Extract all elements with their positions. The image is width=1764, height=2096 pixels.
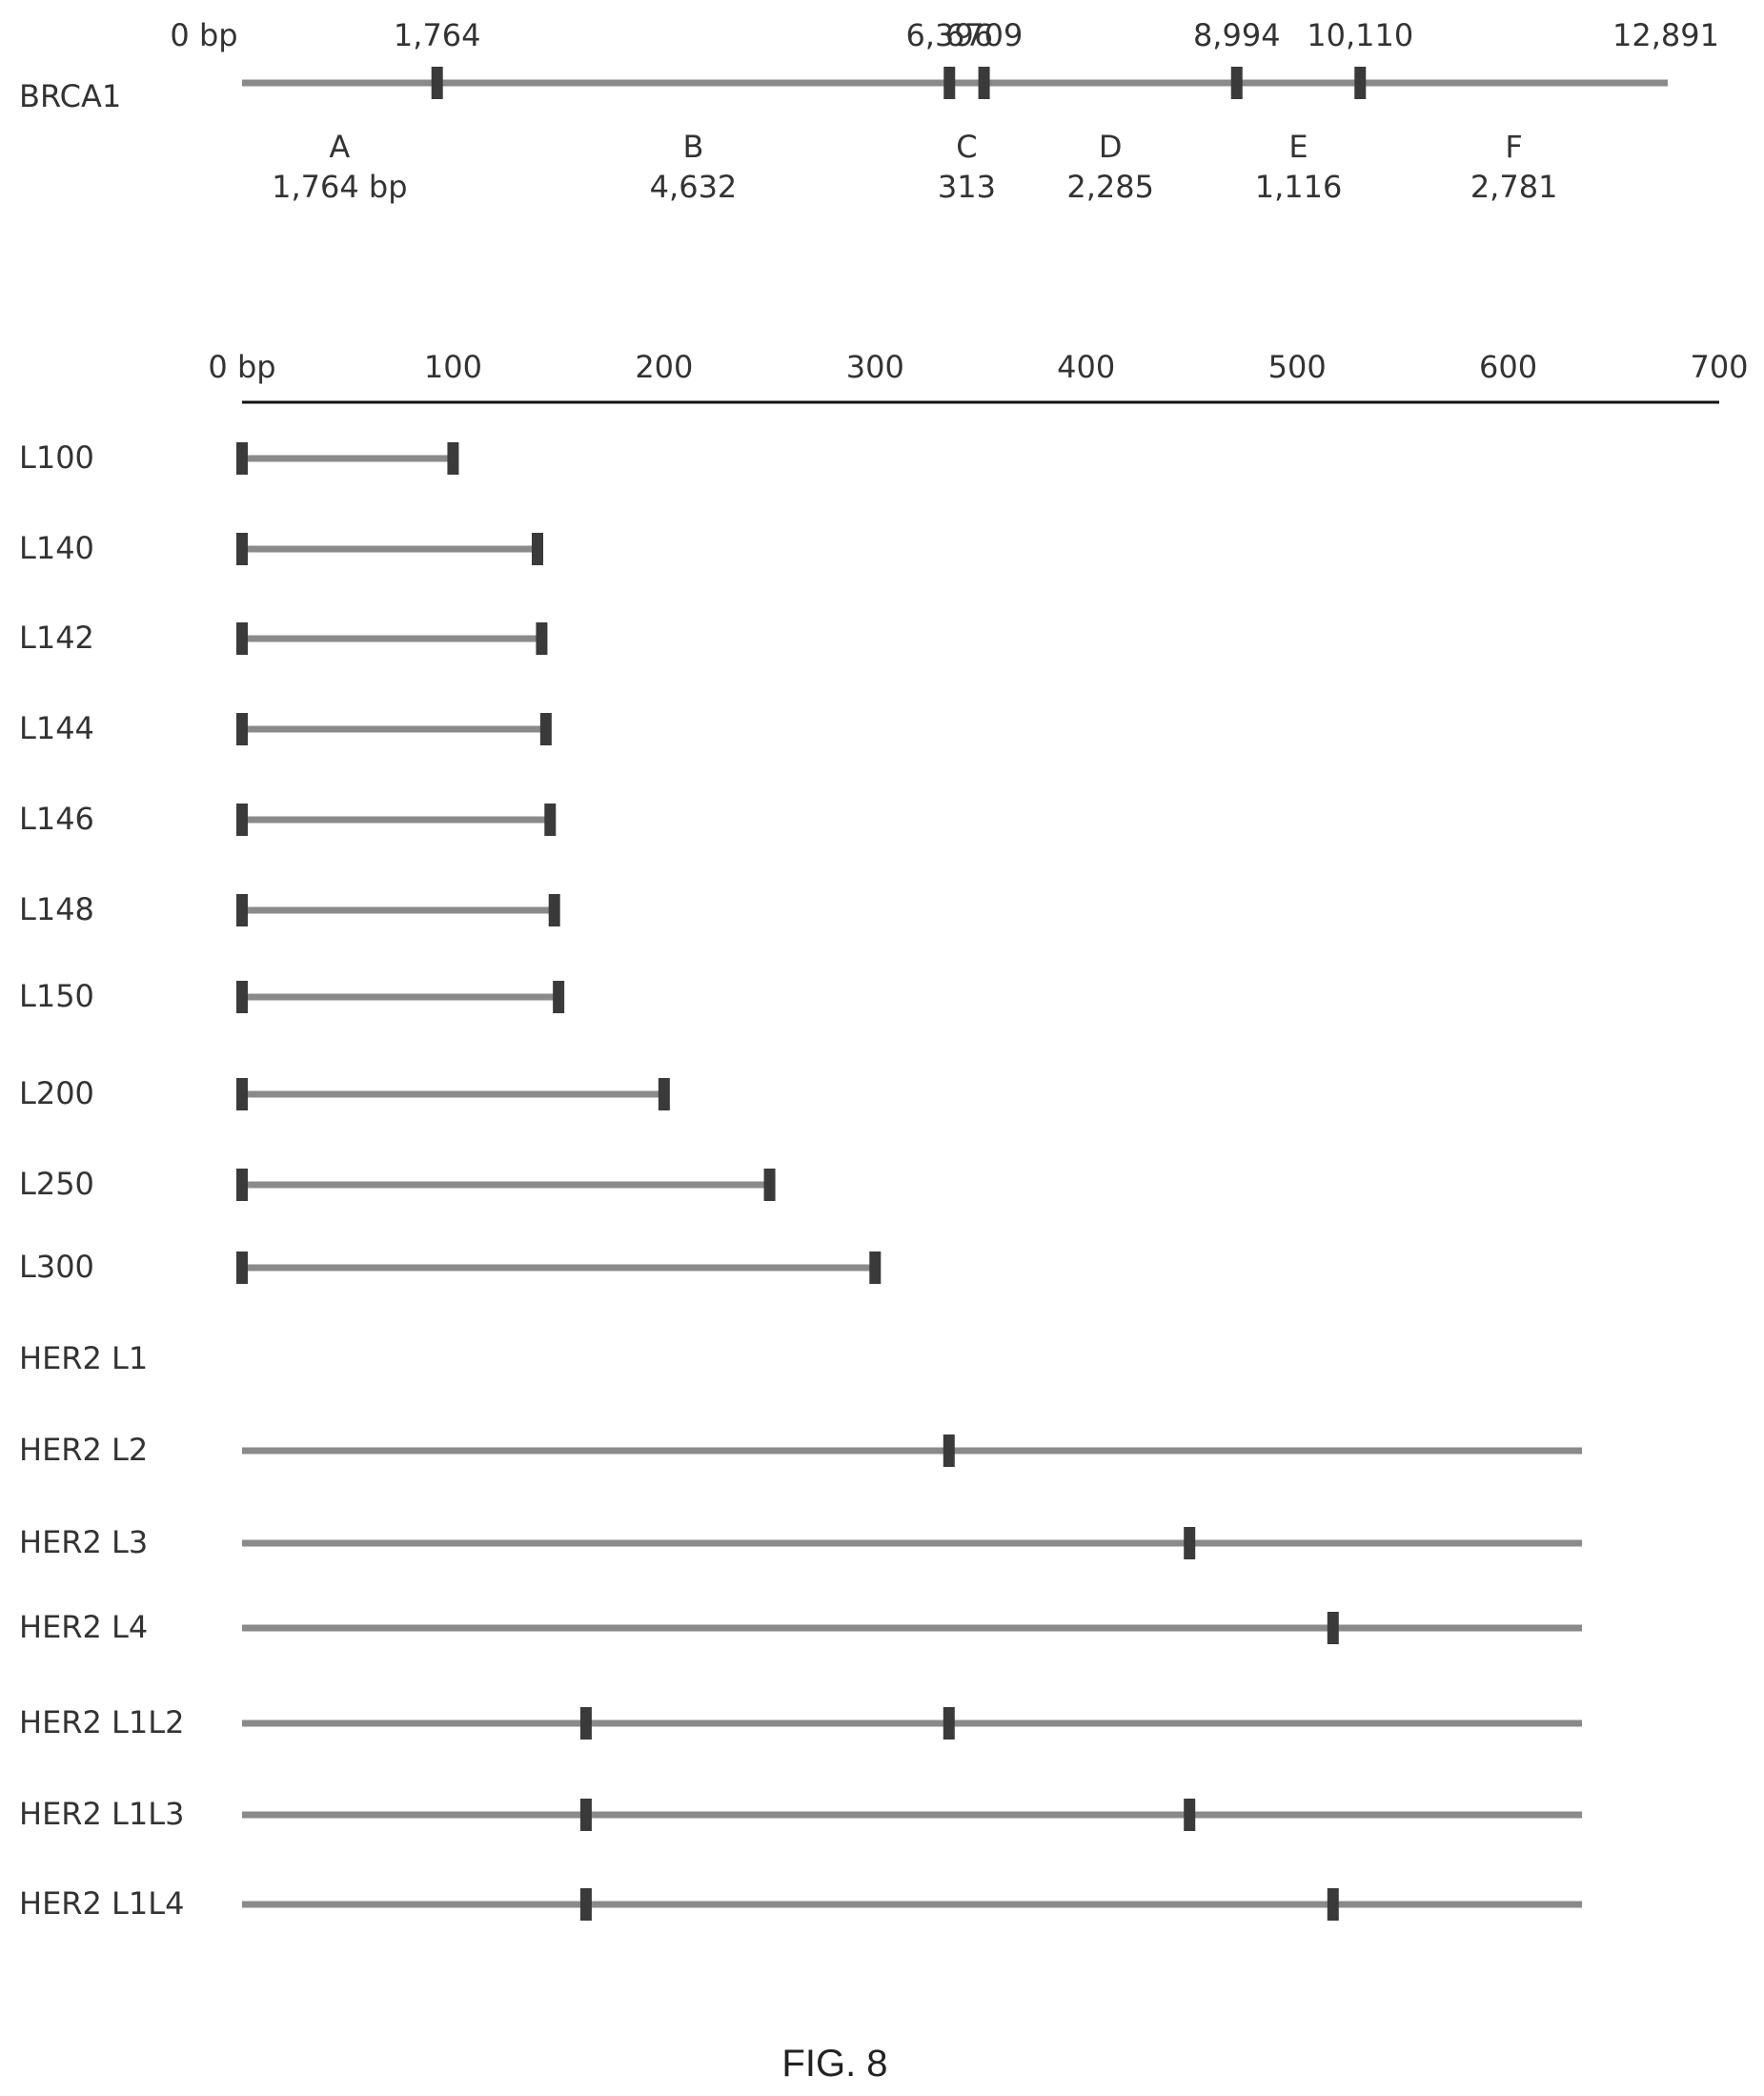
- construct-marker: [236, 804, 248, 836]
- bp-scale-axis: 0 bp 100 200 300 400 500 600 700: [208, 349, 1749, 404]
- construct-marker: [1327, 1612, 1339, 1644]
- segment-length: 1,764 bp: [272, 169, 407, 205]
- scale-tick-label: 700: [1690, 349, 1748, 385]
- construct-marker: [447, 442, 459, 475]
- construct-marker: [943, 1707, 955, 1740]
- construct-marker: [943, 1435, 955, 1467]
- brca1-tick-label: 8,994: [1193, 17, 1281, 53]
- construct-marker: [236, 533, 248, 565]
- construct-marker: [763, 1169, 776, 1201]
- construct-marker: [536, 622, 548, 655]
- construct-label: L200: [19, 1075, 94, 1111]
- brca1-marker: [1230, 67, 1243, 99]
- construct-marker: [1184, 1527, 1196, 1559]
- brca1-marker: [431, 67, 443, 99]
- construct-label: L142: [19, 620, 94, 656]
- construct-label: L100: [19, 439, 94, 476]
- construct-label: HER2 L1: [19, 1340, 148, 1376]
- construct-label: L140: [19, 530, 94, 566]
- segment-letter: C: [956, 129, 977, 165]
- segment-letter: A: [329, 129, 350, 165]
- construct-marker: [236, 1251, 248, 1284]
- construct-label: HER2 L3: [19, 1524, 148, 1560]
- segment-letter: F: [1505, 129, 1522, 165]
- construct-marker: [1184, 1799, 1196, 1831]
- construct-label: HER2 L4: [19, 1609, 148, 1645]
- segment-length: 2,285: [1066, 169, 1154, 205]
- brca1-marker: [978, 67, 990, 99]
- segment-length: 2,781: [1470, 169, 1558, 205]
- construct-marker: [539, 713, 552, 745]
- construct-label: L146: [19, 801, 94, 837]
- construct-label: HER2 L2: [19, 1432, 148, 1468]
- construct-label: L300: [19, 1249, 94, 1285]
- construct-marker: [236, 442, 248, 475]
- segment-length: 1,116: [1255, 169, 1343, 205]
- segment-letter: B: [683, 129, 704, 165]
- scale-tick-label: 0 bp: [208, 349, 275, 385]
- scale-tick-label: 600: [1479, 349, 1537, 385]
- brca1-label: BRCA1: [19, 78, 121, 114]
- construct-marker: [532, 533, 543, 565]
- scale-tick-label: 300: [846, 349, 904, 385]
- segment-length: 4,632: [650, 169, 738, 205]
- construct-marker: [553, 981, 565, 1013]
- construct-marker: [236, 1169, 248, 1201]
- figure-caption: FIG. 8: [781, 2043, 887, 2085]
- construct-label: HER2 L1L4: [19, 1885, 184, 1922]
- brca1-marker: [943, 67, 956, 99]
- construct-marker: [579, 1799, 592, 1831]
- segment-letter: D: [1099, 129, 1123, 165]
- scale-tick-label: 400: [1057, 349, 1115, 385]
- construct-label: HER2 L1L3: [19, 1796, 184, 1832]
- construct-label: L148: [19, 891, 94, 927]
- construct-marker: [236, 713, 248, 745]
- segment-length: 313: [938, 169, 996, 205]
- construct-label: L144: [19, 710, 94, 746]
- construct-marker: [236, 981, 248, 1013]
- construct-marker: [236, 622, 248, 655]
- brca1-tick-label: 6709: [945, 17, 1023, 53]
- brca1-tick-label: 1,764: [394, 17, 481, 53]
- brca1-tick-label: 12,891: [1612, 17, 1719, 53]
- construct-label: L150: [19, 978, 94, 1014]
- construct-marker: [579, 1707, 592, 1740]
- segment-letter: E: [1288, 129, 1308, 165]
- construct-marker: [579, 1888, 592, 1921]
- brca1-tick-label: 6,396: [905, 17, 993, 53]
- construct-marker: [544, 804, 557, 836]
- construct-label: HER2 L1L2: [19, 1704, 184, 1740]
- brca1-marker: [1354, 67, 1367, 99]
- scale-tick-label: 100: [424, 349, 482, 385]
- construct-marker: [548, 894, 560, 926]
- brca1-tick-label: 0 bp: [170, 17, 237, 53]
- scale-tick-label: 500: [1268, 349, 1327, 385]
- construct-list: L100 L140 L142 L144 L146 L148 L150 L200 L250 L300…: [19, 439, 1583, 1922]
- brca1-tick-label: 10,110: [1307, 17, 1413, 53]
- construct-marker: [1327, 1888, 1339, 1921]
- construct-marker: [658, 1078, 670, 1110]
- construct-marker: [236, 1078, 248, 1110]
- construct-marker: [869, 1251, 882, 1284]
- construct-label: L250: [19, 1166, 94, 1202]
- construct-marker: [236, 894, 248, 926]
- scale-tick-label: 200: [635, 349, 693, 385]
